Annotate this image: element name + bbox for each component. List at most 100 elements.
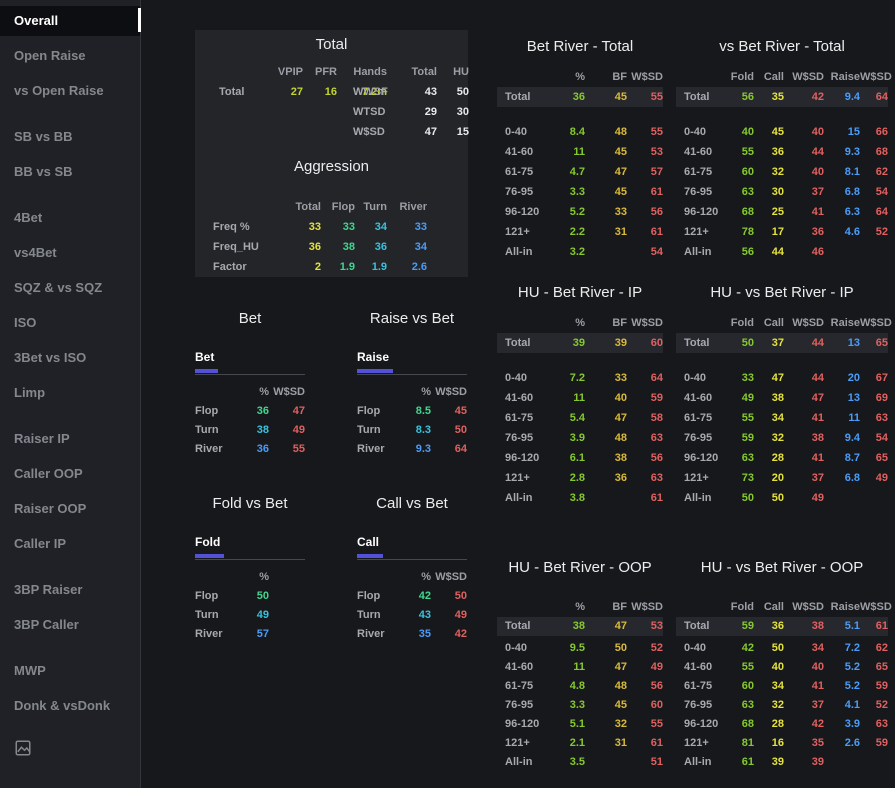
stat-value: 63 <box>875 412 888 424</box>
stat-value: 49 <box>292 424 305 436</box>
row-label: Flop <box>195 405 219 417</box>
sidebar-item-3bp-raiser[interactable]: 3BP Raiser <box>14 582 83 597</box>
sidebar-scrollbar-thumb[interactable] <box>138 8 141 32</box>
stat-value: 61 <box>650 226 663 238</box>
row-label: Freq_HU <box>213 241 259 253</box>
sidebar-item-bb-vs-sb[interactable]: BB vs SB <box>14 164 73 179</box>
sidebar-item-vs-open-raise[interactable]: vs Open Raise <box>14 83 104 98</box>
column-header: BF <box>612 71 627 83</box>
column-header: Raise <box>830 71 860 83</box>
row-label: Total <box>505 337 531 349</box>
stat-value: 62 <box>875 166 888 178</box>
column-header: W$SD <box>435 386 467 398</box>
stat-value: 54 <box>875 432 888 444</box>
stat-value: 47 <box>614 620 627 632</box>
tab-raise[interactable]: Raise <box>357 350 394 373</box>
row-label-spacer <box>357 383 399 402</box>
table-row: River 36 55 <box>195 440 305 459</box>
stat-value: 4.6 <box>844 226 860 238</box>
column-header: W$SD <box>792 71 824 83</box>
stat-value: 35 <box>418 628 431 640</box>
row-label: WWSF <box>353 86 388 98</box>
stat-value: 36 <box>771 620 784 632</box>
table-row: Turn 49 <box>195 606 305 625</box>
sidebar-group: 3BP Raiser 3BP Caller <box>0 575 140 640</box>
stat-value: 2.2 <box>569 226 585 238</box>
stat-value: 6.8 <box>844 472 860 484</box>
table-row: 0-40 42 50 34 7.2 62 <box>676 639 888 658</box>
row-label: 96-120 <box>684 452 719 464</box>
column-header: Fold <box>730 317 754 329</box>
stat-value: 43 <box>418 609 431 621</box>
sidebar-item-open-raise[interactable]: Open Raise <box>14 48 86 63</box>
table-row: All-in 3.5 51 <box>497 753 663 772</box>
sidebar-item-donk-vsdonk[interactable]: Donk & vsDonk <box>14 698 111 713</box>
stat-value: 39 <box>811 756 824 768</box>
stat-value <box>824 753 860 772</box>
sidebar-item-caller-oop[interactable]: Caller OOP <box>14 466 83 481</box>
panel-title: HU - Bet River - OOP <box>508 559 652 576</box>
sidebar-item-raiser-oop[interactable]: Raiser OOP <box>14 501 87 516</box>
table-row: 121+ 73 20 37 6.8 49 <box>676 468 888 488</box>
table-row: 96-120 5.2 33 56 <box>497 202 663 222</box>
sidebar-item-iso[interactable]: ISO <box>14 315 37 330</box>
stat-value: 42 <box>418 590 431 602</box>
stat-value: 2.6 <box>411 261 427 273</box>
row-label: Turn <box>357 609 381 621</box>
stat-value: 63 <box>650 472 663 484</box>
stat-value: 47 <box>614 166 627 178</box>
tab-fold[interactable]: Fold <box>195 535 225 558</box>
stat-value: 44 <box>811 372 824 384</box>
tab-call[interactable]: Call <box>357 535 384 558</box>
sidebar-item-3bet-vs-iso[interactable]: 3Bet vs ISO <box>14 350 87 365</box>
sidebar-item-mwp[interactable]: MWP <box>14 663 46 678</box>
panel-title: Call vs Bet <box>376 495 448 512</box>
stat-value: 53 <box>650 620 663 632</box>
total-row: Total 56 35 42 9.4 64 <box>676 87 888 107</box>
bet-river-total-panel: Bet River - Total% BF W$SD Total 36 45 55 0-40 8… <box>497 32 663 262</box>
row-label: 41-60 <box>505 392 534 404</box>
stat-value: 38 <box>342 241 355 253</box>
sidebar-item-sqz-vs-sqz[interactable]: SQZ & vs SQZ <box>14 280 103 295</box>
stat-value: 5.2 <box>569 206 585 218</box>
stat-value: 60 <box>741 680 754 692</box>
stat-value: 59 <box>650 392 663 404</box>
stat-value: 36 <box>811 226 824 238</box>
tab-bar: Call <box>357 533 467 560</box>
stat-value: 5.1 <box>844 620 860 632</box>
stat-value <box>860 753 888 772</box>
table-row: Flop 8.5 45 <box>357 402 467 421</box>
stat-value: 35 <box>771 91 784 103</box>
stat-value: 2.8 <box>569 472 585 484</box>
tab-bar: Raise <box>357 348 467 375</box>
vs-bet-river-total-panel: vs Bet River - Total Fold Call W$SD Raise W$S… <box>676 32 892 262</box>
stat-value: 65 <box>875 661 888 673</box>
sidebar-item-raiser-ip[interactable]: Raiser IP <box>14 431 70 446</box>
stat-value: 38 <box>811 620 824 632</box>
stat-value: 47 <box>811 392 824 404</box>
tab-bet[interactable]: Bet <box>195 350 219 373</box>
sidebar-item-3bp-caller[interactable]: 3BP Caller <box>14 617 79 632</box>
table-row: River 35 42 <box>357 625 467 644</box>
stat-value: 36 <box>308 241 321 253</box>
column-header: W$SD <box>860 71 892 83</box>
image-icon[interactable] <box>14 739 32 757</box>
stat-value: 3.9 <box>569 432 585 444</box>
stat-value: 64 <box>875 206 888 218</box>
sidebar-group: Overall Open Raise vs Open Raise <box>0 6 140 106</box>
sidebar-item-limp[interactable]: Limp <box>14 385 46 400</box>
stat-value: 49 <box>650 661 663 673</box>
row-label: River <box>195 443 223 455</box>
sidebar-item-4bet[interactable]: 4Bet <box>14 210 43 225</box>
sidebar-item-overall[interactable]: Overall <box>0 6 140 36</box>
sidebar-item-caller-ip[interactable]: Caller IP <box>14 536 67 551</box>
row-label: 0-40 <box>684 126 707 138</box>
stat-value: 57 <box>650 166 663 178</box>
stat-value: 55 <box>650 718 663 730</box>
total-stats-table: VPIP PFR Hands Total 27 16 7.2m <box>219 62 387 102</box>
sidebar-item-vs4bet[interactable]: vs4Bet <box>14 245 57 260</box>
column-header: % <box>259 386 269 398</box>
stat-value: 34 <box>771 680 784 692</box>
table-row: Flop 36 47 <box>195 402 305 421</box>
sidebar-item-sb-vs-bb[interactable]: SB vs BB <box>14 129 73 144</box>
